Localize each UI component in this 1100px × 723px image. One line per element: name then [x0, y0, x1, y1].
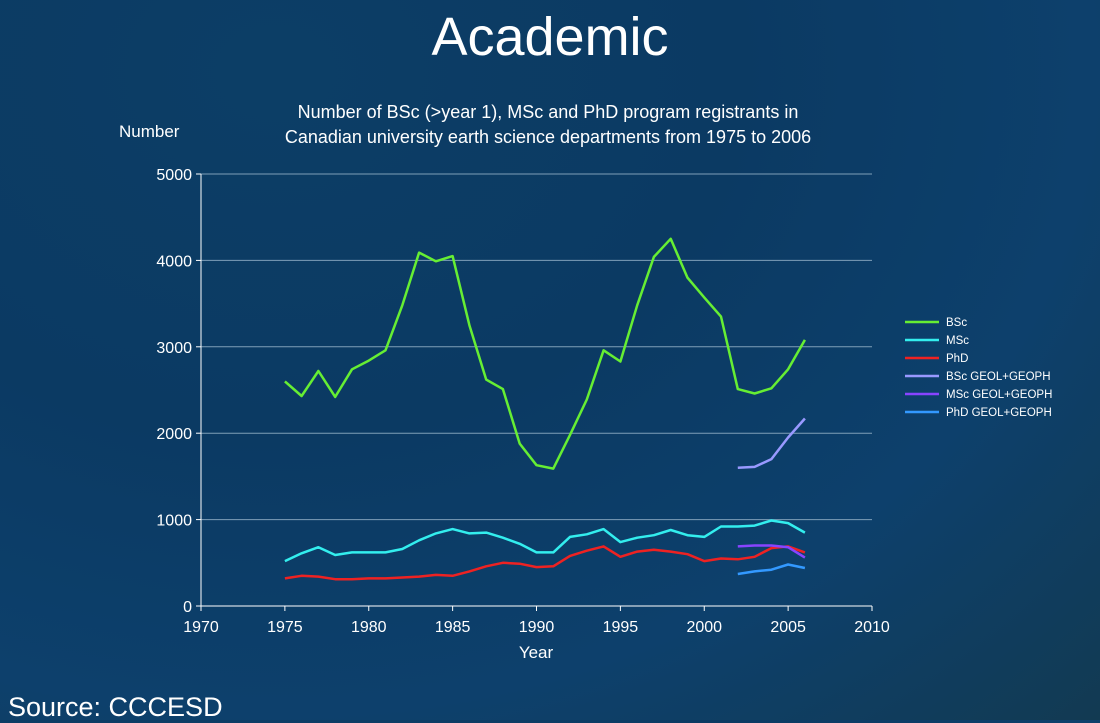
x-axis-label: Year: [519, 643, 554, 662]
chart-title-line-1: Number of BSc (>year 1), MSc and PhD pro…: [297, 102, 799, 122]
axes: [196, 173, 873, 611]
legend-label-msc: MSc: [946, 335, 969, 347]
series-line-bsc-geol-geoph: [737, 417, 806, 470]
series-line-bsc: [284, 237, 806, 470]
x-tick-label: 2010: [854, 619, 890, 636]
series-line-msc: [284, 519, 806, 563]
legend-label-bsc: BSc: [946, 317, 967, 329]
x-tick-label: 2005: [770, 619, 806, 636]
series-line-msc-geol-geoph: [737, 544, 806, 559]
y-axis-label: Number: [119, 122, 180, 141]
x-tick-label: 2000: [686, 619, 722, 636]
x-tick-label: 1995: [603, 619, 639, 636]
x-tick-label: 1970: [183, 619, 219, 636]
chart-title: Number of BSc (>year 1), MSc and PhD pro…: [218, 100, 878, 150]
chart-title-line-2: Canadian university earth science depart…: [284, 127, 812, 147]
legend-label-phd-geol-geoph: PhD GEOL+GEOPH: [946, 407, 1052, 419]
series-line-phd: [284, 545, 806, 581]
y-tick-label: 5000: [156, 167, 192, 184]
series-line-phd-geol-geoph: [737, 563, 806, 576]
x-tick-label: 1975: [267, 619, 303, 636]
y-tick-label: 2000: [156, 426, 192, 443]
legend-label-phd: PhD: [946, 353, 968, 365]
y-tick-label: 0: [183, 599, 192, 616]
x-tick-label: 1990: [519, 619, 555, 636]
legend: BSc MSc PhD BSc GEOL+GEOPH MSc GEOL+GEOPH PhD…: [905, 317, 1052, 419]
series-lines: [284, 237, 806, 581]
y-tick-label: 3000: [156, 340, 192, 357]
grid-lines: [201, 173, 872, 521]
tick-labels: 0 1000 2000 3000 4000 5000 1970 1975 1980 1985 199…: [156, 167, 889, 636]
y-tick-label: 1000: [156, 513, 192, 530]
slide-title: Academic: [431, 7, 669, 67]
source-citation: Source: CCCESD: [8, 692, 223, 722]
x-tick-label: 1980: [351, 619, 387, 636]
legend-label-msc-geol-geoph: MSc GEOL+GEOPH: [946, 389, 1052, 401]
y-tick-label: 4000: [156, 253, 192, 270]
legend-label-bsc-geol-geoph: BSc GEOL+GEOPH: [946, 371, 1051, 383]
x-tick-label: 1985: [435, 619, 471, 636]
